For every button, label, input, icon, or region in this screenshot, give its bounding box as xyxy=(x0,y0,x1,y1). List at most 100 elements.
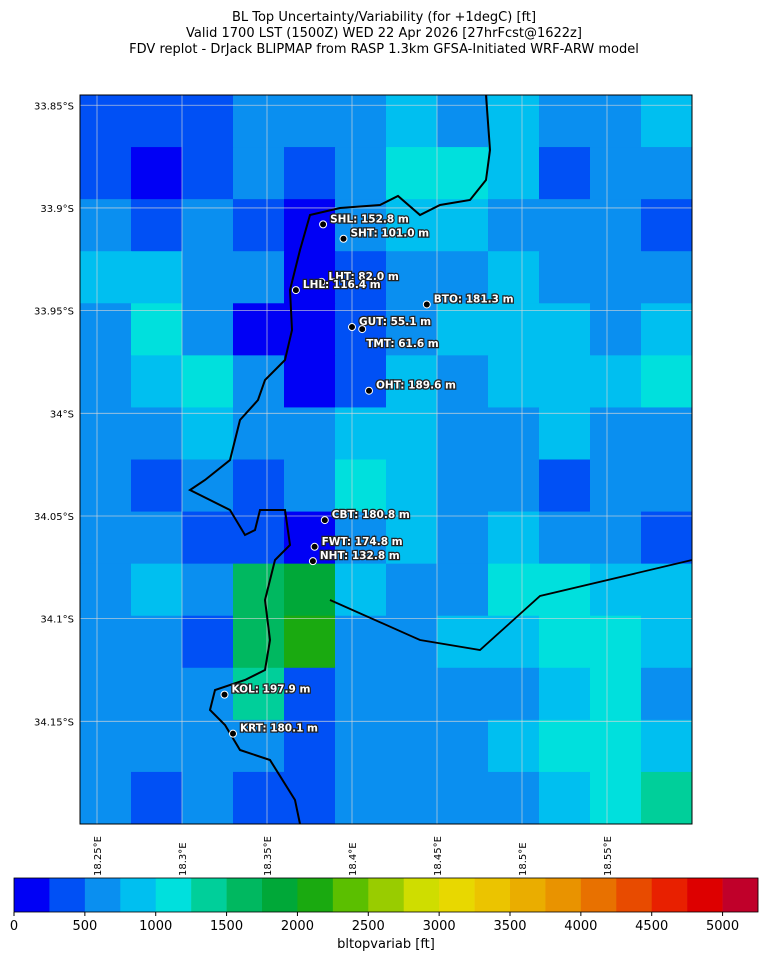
colorbar-swatch xyxy=(722,878,759,912)
raster-cell xyxy=(641,199,693,252)
colorbar-tick-label: 4000 xyxy=(564,919,597,934)
raster-cell xyxy=(539,771,591,825)
raster-cell xyxy=(641,459,693,513)
raster-cell xyxy=(233,615,285,669)
raster-cell xyxy=(131,563,183,617)
raster-cell xyxy=(386,147,438,200)
raster-cell xyxy=(590,355,642,408)
raster-cell xyxy=(488,407,540,460)
raster-cell xyxy=(590,95,642,148)
raster-cell xyxy=(131,459,183,513)
raster-cell xyxy=(641,147,693,200)
raster-cell xyxy=(80,563,132,617)
raster-cell xyxy=(590,407,642,460)
raster-cell xyxy=(233,719,285,773)
raster-cell xyxy=(641,511,693,565)
colorbar-swatch xyxy=(368,878,405,912)
raster-cell xyxy=(488,511,540,565)
raster-cell xyxy=(131,511,183,565)
raster-cell xyxy=(284,199,336,252)
raster-cell xyxy=(233,667,285,721)
raster-cell xyxy=(386,459,438,513)
colorbar-tick-label: 500 xyxy=(72,919,97,934)
raster-cell xyxy=(335,95,387,148)
station-label: SHL: 152.8 m xyxy=(330,213,409,225)
raster-cell xyxy=(131,147,183,200)
x-tick-label: 18.3°E xyxy=(178,842,189,876)
raster-cell xyxy=(539,251,591,304)
raster-cell xyxy=(80,251,132,304)
raster-cell xyxy=(641,407,693,460)
station-marker xyxy=(308,557,317,566)
raster-cell xyxy=(233,303,285,356)
raster-cell xyxy=(539,615,591,669)
colorbar-swatch xyxy=(687,878,723,912)
raster-cell xyxy=(335,355,387,408)
raster-cell xyxy=(131,771,183,825)
raster-cell xyxy=(80,511,132,565)
raster-cell xyxy=(386,407,438,460)
raster-cell xyxy=(182,303,234,356)
colorbar-tick-label: 1500 xyxy=(210,919,243,934)
raster-cell xyxy=(641,667,693,721)
y-tick-label: 34°S xyxy=(50,409,74,420)
colorbar-swatch xyxy=(545,878,582,912)
raster-cell xyxy=(437,147,489,200)
raster-cell xyxy=(437,459,489,513)
colorbar-swatch xyxy=(155,878,192,912)
colorbar-swatch xyxy=(297,878,334,912)
x-tick-label: 18.4°E xyxy=(348,842,359,876)
y-tick-label: 33.85°S xyxy=(34,101,74,112)
raster-cell xyxy=(488,355,540,408)
station-marker xyxy=(339,234,348,243)
title-line: Valid 1700 LST (1500Z) WED 22 Apr 2026 [… xyxy=(186,26,582,41)
raster-cell xyxy=(131,303,183,356)
raster-cell xyxy=(335,511,387,565)
colorbar-swatch xyxy=(262,878,298,912)
boundary xyxy=(329,559,693,651)
colorbar-tick-label: 0 xyxy=(10,919,18,934)
raster xyxy=(80,95,693,825)
station-marker xyxy=(229,729,237,738)
x-tick-label: 18.45°E xyxy=(433,836,444,876)
raster-cell xyxy=(284,407,336,460)
colorbar-swatch xyxy=(403,878,440,912)
station-marker xyxy=(422,300,431,309)
raster-cell xyxy=(641,303,693,356)
raster-cell xyxy=(386,251,438,304)
station-marker xyxy=(358,325,367,334)
raster-cell xyxy=(641,251,693,304)
station-marker xyxy=(348,323,356,332)
raster-cell xyxy=(182,459,234,513)
raster-cell xyxy=(233,771,285,825)
raster-cell xyxy=(233,199,285,252)
colorbar-swatch xyxy=(580,878,617,912)
raster-cell xyxy=(233,459,285,513)
raster-cell xyxy=(131,251,183,304)
y-tick-label: 33.9°S xyxy=(40,204,74,215)
raster-cell xyxy=(437,199,489,252)
colorbar-tick-label: 4500 xyxy=(635,919,668,934)
raster-cell xyxy=(131,719,183,773)
raster-cell xyxy=(182,563,234,617)
raster-cell xyxy=(335,667,387,721)
raster-cell xyxy=(233,511,285,565)
raster-cell xyxy=(335,719,387,773)
raster-cell xyxy=(335,147,387,200)
raster-cell xyxy=(131,95,183,148)
raster-cell xyxy=(488,667,540,721)
colorbar-swatch xyxy=(120,878,157,912)
raster-cell xyxy=(488,147,540,200)
raster-cell xyxy=(335,615,387,669)
x-tick-label: 18.55°E xyxy=(603,836,614,876)
raster-cell xyxy=(386,355,438,408)
raster-cell xyxy=(386,563,438,617)
raster-cell xyxy=(284,147,336,200)
graticule: 18.25°E 18.3°E 18.35°E 18.4°E 18.45°E 18.5°E 1… xyxy=(34,95,692,876)
raster-cell xyxy=(437,615,489,669)
raster-cell xyxy=(182,147,234,200)
raster-cell xyxy=(335,459,387,513)
raster-cell xyxy=(437,355,489,408)
raster-cell xyxy=(233,95,285,148)
raster-cell xyxy=(284,771,336,825)
